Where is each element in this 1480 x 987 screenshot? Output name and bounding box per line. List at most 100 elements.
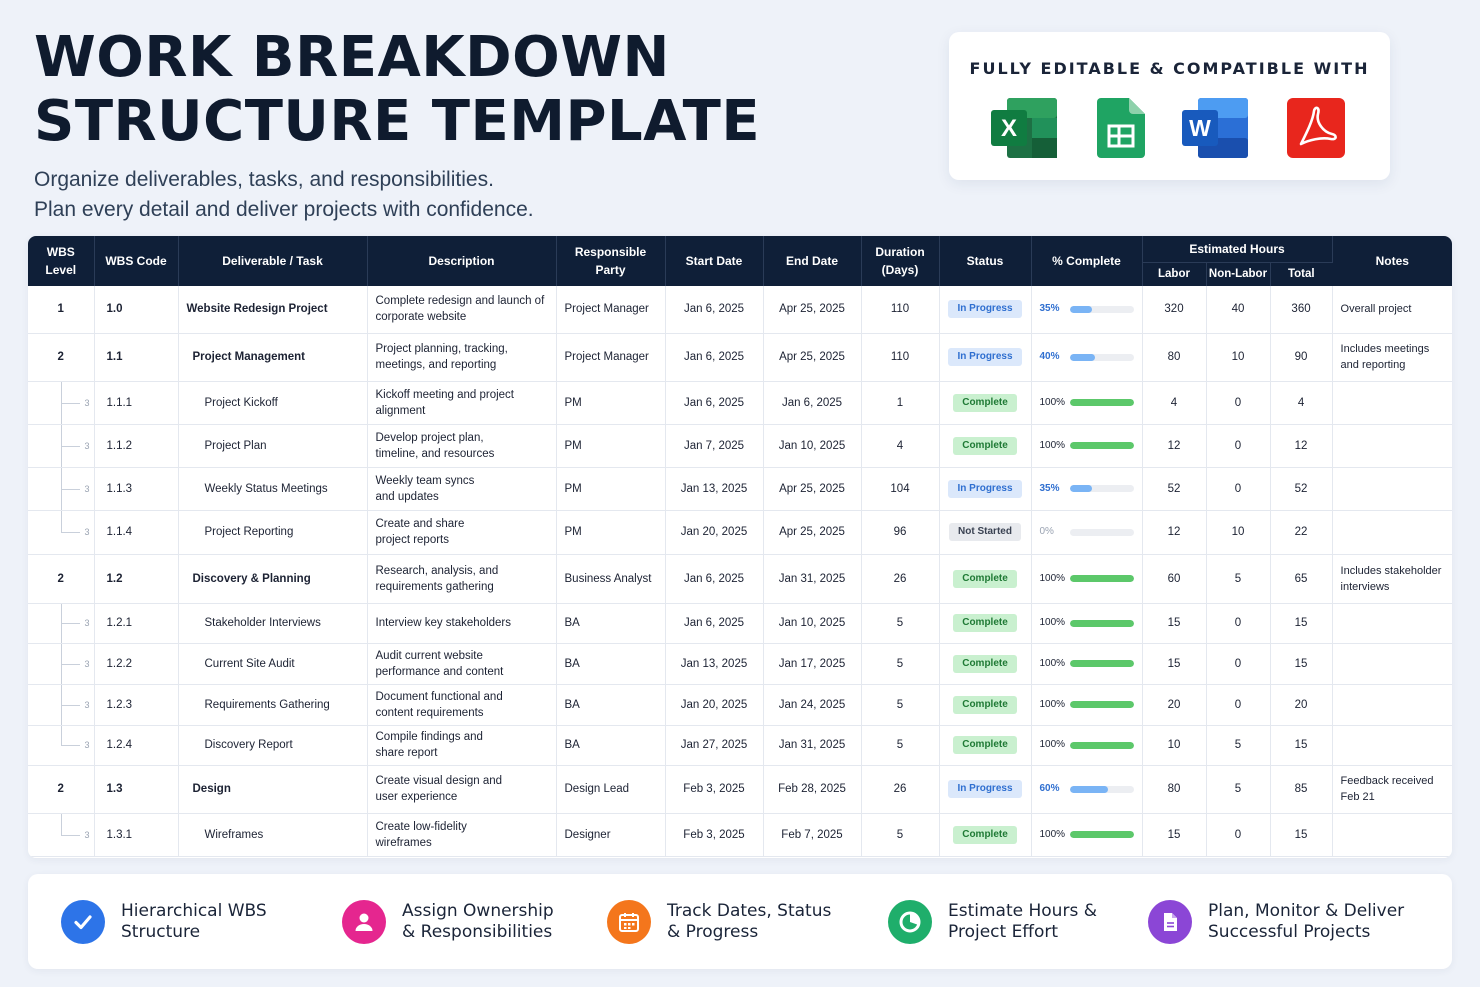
col-header-notes: Notes <box>1332 236 1452 286</box>
wbs-level-cell: 2 <box>28 554 95 604</box>
progress-bar <box>1069 485 1134 492</box>
non-labor-hours-cell: 5 <box>1206 554 1271 604</box>
duration-cell: 110 <box>861 333 940 382</box>
description-cell: Create and share project reports <box>367 510 557 555</box>
wbs-level-cell: 3 <box>28 643 95 685</box>
wbs-code-cell: 1.1.1 <box>94 381 179 425</box>
description-cell: Complete redesign and launch of corporate… <box>367 286 557 334</box>
end-date-cell: Jan 10, 2025 <box>763 424 862 468</box>
description-cell: Kickoff meeting and project alignment <box>367 381 557 425</box>
labor-hours-cell: 12 <box>1142 424 1207 468</box>
compatibility-card: FULLY EDITABLE & COMPATIBLE WITH X W <box>949 32 1390 180</box>
progress-bar <box>1069 442 1134 449</box>
feature-deliver: Plan, Monitor & Deliver Successful Projec… <box>1148 874 1418 969</box>
responsible-party-cell: BA <box>556 684 666 726</box>
status-cell: In Progress <box>939 765 1032 814</box>
percent-label: 40% <box>1039 351 1060 362</box>
duration-cell: 5 <box>861 813 940 857</box>
task-cell: Design <box>178 765 368 814</box>
percent-label: 100% <box>1039 739 1066 750</box>
features-bar: Hierarchical WBS Structure Assign Ownersh… <box>28 874 1452 969</box>
duration-cell: 104 <box>861 467 940 511</box>
responsible-party-cell: Designer <box>556 813 666 857</box>
responsible-party-cell: PM <box>556 424 666 468</box>
notes-cell: Overall project <box>1332 286 1452 334</box>
checkmark-icon <box>61 899 105 944</box>
end-date-cell: Apr 25, 2025 <box>763 286 862 334</box>
compatibility-title: FULLY EDITABLE & COMPATIBLE WITH <box>969 59 1370 78</box>
description-cell: Research, analysis, and requirements gath… <box>367 554 557 604</box>
responsible-party-cell: PM <box>556 510 666 555</box>
description-cell: Create low-fidelity wireframes <box>367 813 557 857</box>
non-labor-hours-cell: 0 <box>1206 467 1271 511</box>
table-row: 2 1.2 Discovery & Planning Research, analys… <box>28 554 1452 604</box>
wbs-table: WBS Level WBS Code Deliverable / Task Des… <box>28 236 1452 858</box>
progress-bar <box>1069 741 1134 749</box>
wbs-code-cell: 1.2.3 <box>94 684 179 726</box>
duration-cell: 5 <box>861 643 940 685</box>
table-row: 3 1.2.1 Stakeholder Interviews Interview ke… <box>28 603 1452 644</box>
description-cell: Interview key stakeholders <box>367 603 557 644</box>
start-date-cell: Jan 20, 2025 <box>665 510 764 555</box>
end-date-cell: Jan 17, 2025 <box>763 643 862 685</box>
wbs-level-cell: 1 <box>28 286 95 334</box>
non-labor-hours-cell: 10 <box>1206 333 1271 382</box>
task-cell: Current Site Audit <box>178 643 368 685</box>
status-badge: In Progress <box>948 300 1022 319</box>
responsible-party-cell: BA <box>556 725 666 766</box>
notes-cell <box>1332 510 1452 555</box>
notes-cell <box>1332 643 1452 685</box>
status-badge: Complete <box>953 736 1017 754</box>
progress-bar <box>1069 575 1134 582</box>
labor-hours-cell: 12 <box>1142 510 1207 555</box>
non-labor-hours-cell: 0 <box>1206 381 1271 425</box>
wbs-code-cell: 1.1 <box>94 333 179 382</box>
total-hours-cell: 65 <box>1270 554 1333 604</box>
notes-cell <box>1332 813 1452 857</box>
feature-text: Estimate Hours & Project Effort <box>948 900 1097 942</box>
table-row: 3 1.1.1 Project Kickoff Kickoff meeting and… <box>28 381 1452 425</box>
wbs-level-cell: 3 <box>28 467 95 511</box>
start-date-cell: Jan 27, 2025 <box>665 725 764 766</box>
end-date-cell: Apr 25, 2025 <box>763 510 862 555</box>
percent-complete-cell: 100% <box>1031 603 1143 644</box>
feature-ownership: Assign Ownership & Responsibilities <box>342 874 612 969</box>
labor-hours-cell: 20 <box>1142 684 1207 726</box>
end-date-cell: Apr 25, 2025 <box>763 333 862 382</box>
total-hours-cell: 15 <box>1270 603 1333 644</box>
percent-complete-cell: 100% <box>1031 381 1143 425</box>
excel-icon-letter: X <box>1001 115 1017 142</box>
wbs-level-cell: 3 <box>28 510 95 555</box>
end-date-cell: Jan 6, 2025 <box>763 381 862 425</box>
feature-text: Track Dates, Status & Progress <box>667 900 832 942</box>
wbs-code-cell: 1.2.2 <box>94 643 179 685</box>
non-labor-hours-cell: 0 <box>1206 684 1271 726</box>
progress-fill <box>1069 701 1134 708</box>
total-hours-cell: 20 <box>1270 684 1333 726</box>
notes-cell <box>1332 424 1452 468</box>
wbs-code-cell: 1.2.1 <box>94 603 179 644</box>
wbs-code-cell: 1.2 <box>94 554 179 604</box>
responsible-party-cell: Business Analyst <box>556 554 666 604</box>
table-row: 3 1.1.3 Weekly Status Meetings Weekly team … <box>28 467 1452 511</box>
status-badge: Complete <box>953 436 1017 455</box>
status-badge: Not Started <box>949 523 1021 541</box>
total-hours-cell: 4 <box>1270 381 1333 425</box>
notes-cell <box>1332 603 1452 644</box>
percent-label: 100% <box>1039 439 1066 451</box>
wbs-code-cell: 1.0 <box>94 286 179 334</box>
percent-label: 100% <box>1039 828 1066 840</box>
wbs-code-cell: 1.1.4 <box>94 510 179 555</box>
description-cell: Compile findings and share report <box>367 725 557 766</box>
task-cell: Website Redesign Project <box>178 286 368 334</box>
wbs-code-cell: 1.3.1 <box>94 813 179 857</box>
progress-fill <box>1069 305 1092 313</box>
non-labor-hours-cell: 0 <box>1206 603 1271 644</box>
non-labor-hours-cell: 0 <box>1206 424 1271 468</box>
start-date-cell: Jan 6, 2025 <box>665 381 764 425</box>
feature-hierarchical: Hierarchical WBS Structure <box>61 874 331 969</box>
status-badge: Complete <box>953 569 1017 588</box>
end-date-cell: Jan 31, 2025 <box>763 554 862 604</box>
status-badge: Complete <box>953 825 1017 844</box>
col-header-end-date: End Date <box>763 236 862 286</box>
